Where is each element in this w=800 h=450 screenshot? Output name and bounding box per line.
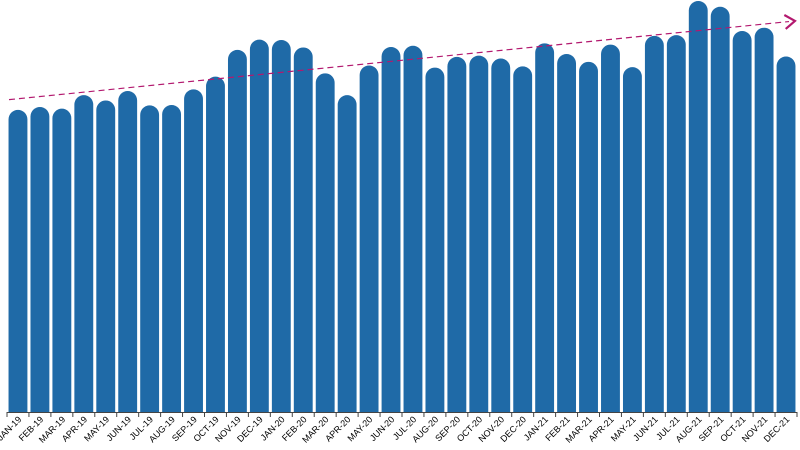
bar-mar-19 [52,108,72,412]
bar-feb-20 [293,47,313,413]
bar-sep-19 [184,89,203,413]
bar-sep-20 [447,56,467,412]
bar-sep-21 [710,6,730,413]
bar-mar-21 [579,61,598,412]
bar-nov-21 [754,27,774,412]
bar-jul-21 [666,35,686,412]
bar-aug-20 [425,67,445,412]
bar-jul-20 [403,45,423,412]
bar-feb-19 [30,107,50,413]
bar-jun-21 [644,35,664,412]
bar-dec-21 [776,56,796,412]
bar-apr-21 [601,44,620,412]
x-tick-label: JUN-21 [631,414,660,443]
bar-jun-19 [118,91,138,412]
bar-may-21 [622,67,642,413]
bar-oct-19 [206,76,225,412]
bar-feb-21 [557,54,577,413]
bar-jul-19 [140,105,160,413]
bar-jan-21 [535,43,555,413]
x-tick-label: JUN-19 [104,414,133,443]
x-tick-label: JUN-20 [368,414,397,443]
bar-nov-20 [491,58,511,412]
bar-aug-21 [688,1,708,413]
bar-nov-19 [227,49,247,413]
bar-jan-19 [8,109,28,412]
trend-line [8,20,790,101]
x-tick-labels: JAN-19FEB-19MAR-19APR-19MAY-19JUN-19JUL-… [0,414,791,444]
bar-dec-19 [249,39,269,412]
bar-oct-20 [469,55,489,413]
x-ticks [6,412,798,417]
bar-apr-19 [74,95,94,412]
bar-dec-20 [513,66,533,412]
bar-aug-19 [162,104,182,412]
bar-may-20 [359,65,379,412]
bars-group [8,1,796,413]
bar-mar-20 [315,73,335,413]
bar-oct-21 [732,31,752,412]
bar-jan-20 [271,40,291,413]
bar-jun-20 [381,47,401,412]
bar-apr-20 [337,95,357,412]
trend-arrow-icon [783,14,797,30]
bar-may-19 [96,100,116,412]
